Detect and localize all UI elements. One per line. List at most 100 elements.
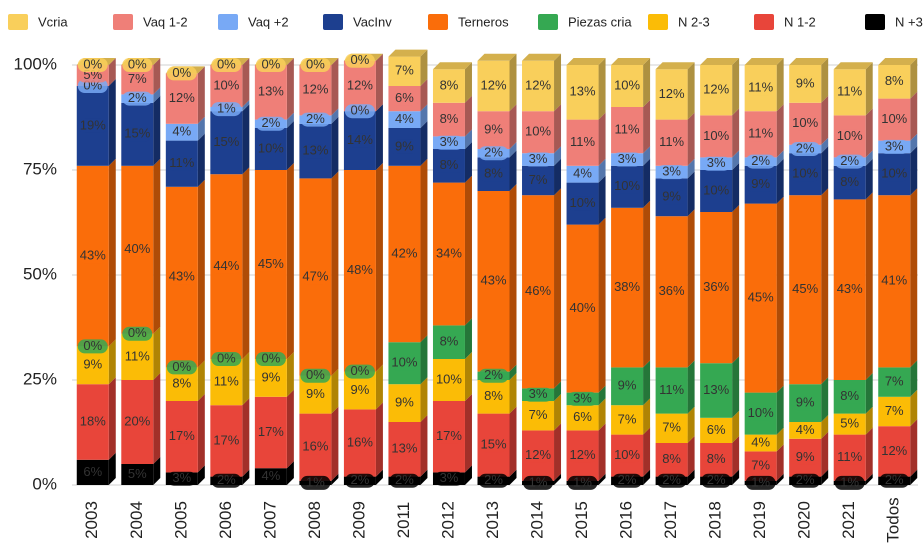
value-label: 10% [525, 124, 551, 139]
value-label: 0% [172, 65, 191, 80]
value-label: 9% [796, 449, 815, 464]
value-label: 38% [614, 279, 640, 294]
legend-swatch [218, 14, 238, 30]
value-label: 13% [302, 143, 328, 158]
bar-side [776, 150, 784, 166]
value-label-bg [122, 242, 153, 257]
value-label-bg [745, 475, 776, 490]
value-label: 7% [751, 458, 770, 473]
value-label: 11% [837, 84, 862, 99]
legend-label: Piezas cria [568, 14, 632, 29]
value-label: 8% [484, 388, 503, 403]
value-label-bg [389, 396, 420, 411]
bar-side [509, 53, 517, 112]
value-label-bg [122, 415, 153, 429]
bar-side [598, 385, 606, 406]
value-label: 9% [662, 189, 681, 204]
value-label: 6% [707, 422, 726, 437]
value-label: 8% [840, 388, 859, 403]
x-tick-label: 2003 [82, 501, 101, 539]
bar-side [509, 184, 517, 372]
value-label-bg [300, 368, 331, 383]
value-label-bg [255, 85, 286, 100]
value-label: 6% [83, 464, 102, 479]
value-label-bg [790, 282, 821, 297]
value-label-bg [656, 421, 687, 436]
value-label: 2% [484, 472, 503, 487]
value-label: 0% [217, 350, 236, 365]
value-label: 8% [662, 451, 681, 466]
value-label-bg [834, 389, 865, 404]
bar-side [197, 66, 205, 124]
bar-side [153, 58, 161, 95]
value-label: 8% [840, 174, 859, 189]
value-label: 11% [748, 80, 773, 95]
value-label-bg [656, 190, 687, 205]
value-label-bg [523, 152, 554, 167]
bar-side [242, 58, 250, 107]
value-label-bg [389, 473, 420, 488]
value-label: 2% [217, 472, 236, 487]
bar-side [687, 62, 695, 120]
value-label: 4% [172, 124, 191, 139]
value-label: 3% [662, 164, 681, 179]
bar-side [554, 381, 562, 401]
bar-side [375, 469, 383, 485]
value-label-bg [701, 129, 732, 144]
value-label-bg [879, 139, 910, 154]
value-label-bg [567, 85, 598, 100]
value-label-bg [612, 79, 643, 93]
bar-side [108, 377, 116, 460]
value-label: 12% [347, 77, 373, 92]
value-label: 2% [796, 140, 815, 155]
bar-side [464, 142, 472, 183]
bar-side [821, 415, 829, 439]
value-label-bg [701, 473, 732, 488]
y-tick-label: 0% [32, 474, 57, 493]
bar-side [420, 415, 428, 477]
bar-side [643, 360, 651, 406]
value-label: 15% [480, 437, 506, 452]
bar-side [286, 121, 294, 170]
bar-side [554, 53, 562, 112]
bar-top [655, 62, 695, 70]
value-label: 7% [618, 411, 637, 426]
value-label: 11% [214, 374, 239, 389]
value-label-bg [523, 173, 554, 188]
y-tick-label: 100% [14, 54, 57, 73]
value-label-bg [433, 429, 464, 444]
legend-label: Vcria [38, 14, 68, 29]
bar-top [789, 58, 829, 65]
value-label-bg [433, 373, 464, 387]
x-tick-label: 2015 [572, 501, 591, 539]
bar-side [776, 385, 784, 435]
bar-side [732, 436, 740, 477]
value-label: 43% [837, 281, 863, 296]
value-label-bg [879, 473, 910, 488]
bar-side [643, 200, 651, 368]
value-label-bg [523, 284, 554, 299]
value-label-bg [567, 301, 598, 316]
value-label-bg [834, 282, 865, 297]
bar-top [388, 49, 428, 57]
bar-side [331, 58, 339, 116]
x-tick-label: 2018 [706, 501, 725, 539]
value-label-bg [255, 425, 286, 440]
bar-side [108, 452, 116, 485]
bar-side [464, 465, 472, 485]
bar-side [910, 389, 918, 427]
bar-side [910, 58, 918, 99]
value-label: 8% [484, 166, 503, 181]
bar-side [776, 196, 784, 393]
value-label: 3% [440, 470, 459, 485]
value-label: 9% [618, 378, 637, 393]
value-label: 0% [128, 56, 147, 71]
value-label-bg [77, 249, 108, 264]
value-label: 10% [258, 140, 284, 155]
value-label-bg [166, 156, 197, 171]
value-label: 10% [881, 111, 907, 126]
value-label: 47% [302, 269, 328, 284]
value-label-bg [255, 142, 286, 156]
value-label: 9% [796, 395, 815, 410]
value-label-bg [166, 270, 197, 285]
